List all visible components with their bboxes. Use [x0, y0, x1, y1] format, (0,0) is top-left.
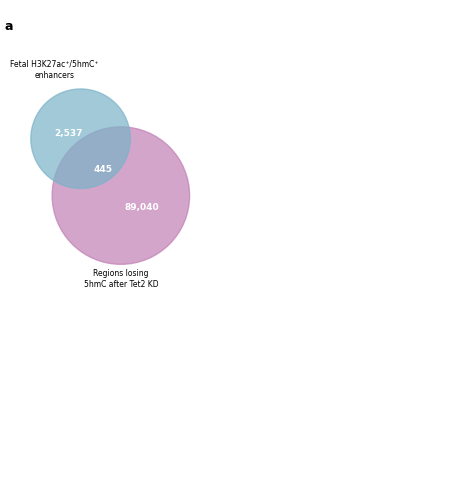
Text: 89,040: 89,040 [125, 203, 160, 212]
Text: Fetal H3K27ac⁺/5hmC⁺
enhancers: Fetal H3K27ac⁺/5hmC⁺ enhancers [10, 60, 99, 80]
Text: 445: 445 [94, 165, 113, 174]
Text: Regions losing
5hmC after Tet2 KD: Regions losing 5hmC after Tet2 KD [83, 268, 158, 289]
Text: 2,537: 2,537 [55, 129, 83, 139]
Text: a: a [5, 20, 13, 33]
Circle shape [52, 127, 190, 264]
Circle shape [31, 89, 130, 189]
